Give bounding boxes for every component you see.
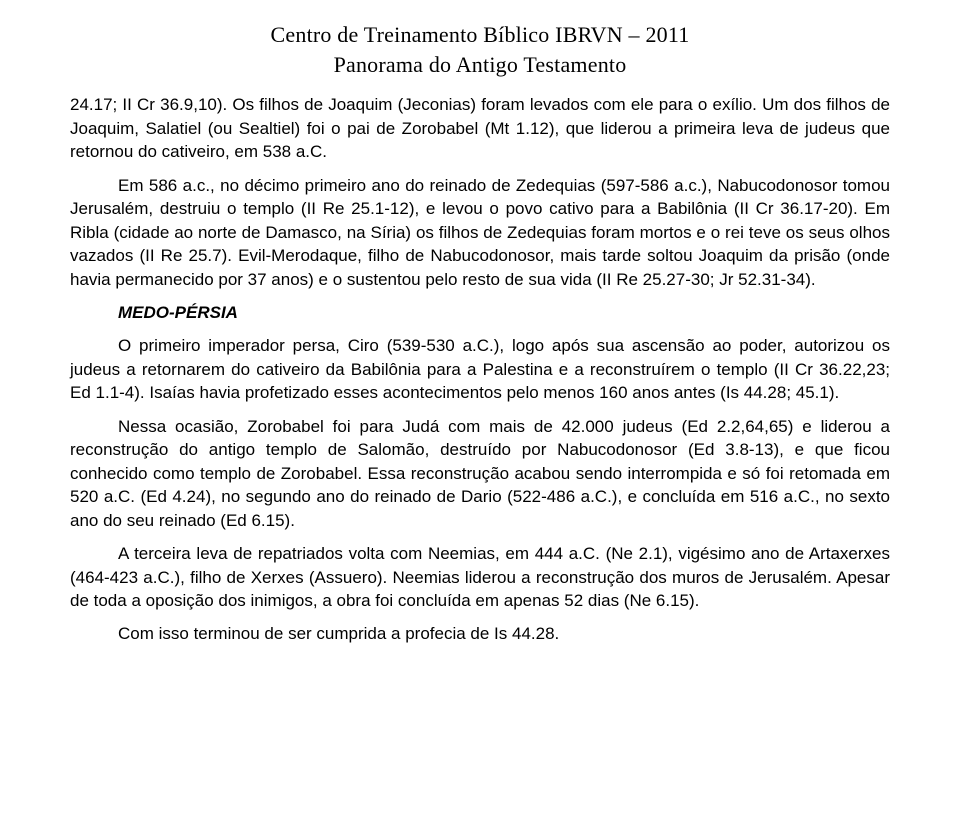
paragraph: O primeiro imperador persa, Ciro (539-53… xyxy=(70,334,890,404)
paragraph: A terceira leva de repatriados volta com… xyxy=(70,542,890,612)
document-page: Centro de Treinamento Bíblico IBRVN – 20… xyxy=(0,0,960,833)
document-body: 24.17; II Cr 36.9,10). Os filhos de Joaq… xyxy=(70,93,890,646)
paragraph: Nessa ocasião, Zorobabel foi para Judá c… xyxy=(70,415,890,532)
title-line-2: Panorama do Antigo Testamento xyxy=(70,50,890,80)
paragraph: 24.17; II Cr 36.9,10). Os filhos de Joaq… xyxy=(70,93,890,163)
paragraph: Em 586 a.c., no décimo primeiro ano do r… xyxy=(70,174,890,291)
title-line-1: Centro de Treinamento Bíblico IBRVN – 20… xyxy=(70,20,890,50)
paragraph: Com isso terminou de ser cumprida a prof… xyxy=(70,622,890,645)
section-heading-medo-persia: MEDO-PÉRSIA xyxy=(70,301,890,324)
document-title-block: Centro de Treinamento Bíblico IBRVN – 20… xyxy=(70,20,890,79)
